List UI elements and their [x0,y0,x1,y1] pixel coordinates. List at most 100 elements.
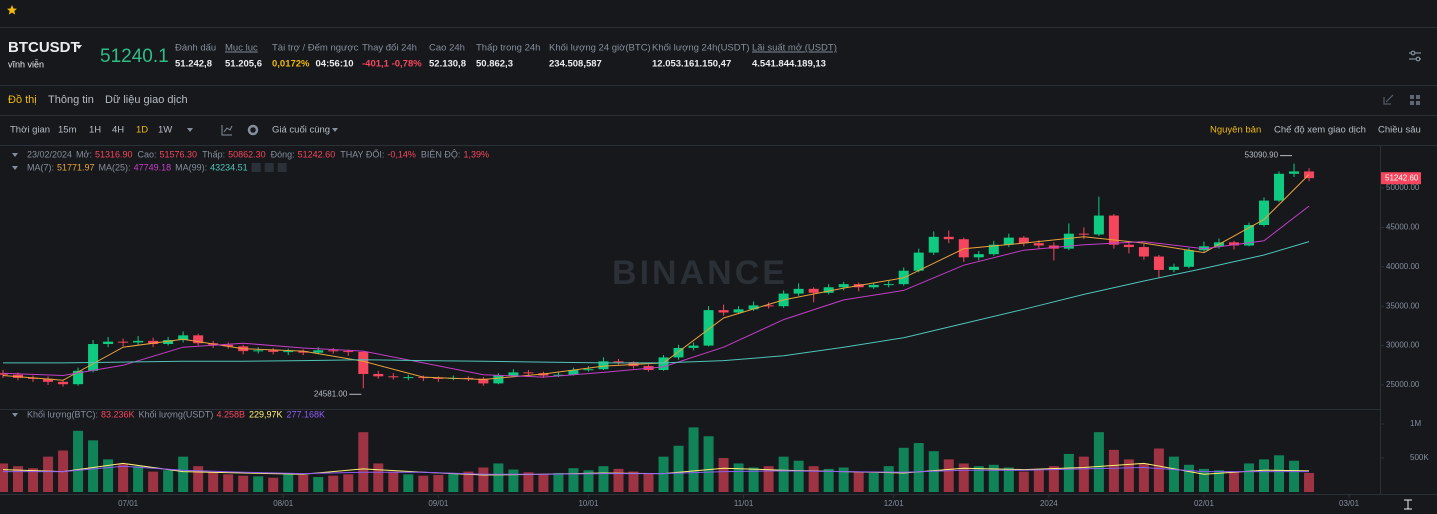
volume-bar [673,445,684,492]
x-tick-label: 07/01 [118,499,139,508]
candle-body [1003,237,1014,245]
fullscreen-icon[interactable] [1383,94,1394,105]
interval-dropdown[interactable] [187,128,193,132]
ma-line [3,465,1309,475]
symbol-dropdown[interactable] [76,45,82,49]
stat-label: Tài trợ / Đếm ngược [272,43,359,54]
volume-bar [1018,471,1029,492]
volume-bar [1048,466,1059,492]
volume-bar [478,467,489,492]
favorite-star[interactable] [7,5,17,15]
volume-bar [793,460,804,492]
legend-button[interactable] [251,163,261,172]
stat-value: 50.862,3 [476,59,513,70]
interval[interactable]: 1W [158,125,172,136]
volume-bar [628,471,639,492]
volume-bar [748,467,759,492]
candle-body [703,310,714,346]
stat-label: Đánh dấu [175,43,216,54]
candle-body [118,341,129,343]
legend-button[interactable] [264,163,274,172]
volume-bar [253,476,264,492]
candle-body [148,340,159,345]
indicator-icon[interactable] [221,125,233,136]
candle-body [988,244,999,255]
candle-body [1123,244,1134,248]
interval[interactable]: 1D [136,125,148,136]
view-mode[interactable]: Nguyên bản [1210,125,1261,136]
y-tick-label: 1M [1410,419,1421,428]
candle-body [268,350,279,352]
cursor-icon[interactable] [1404,499,1412,510]
interval[interactable]: Thời gian [10,125,50,136]
candle-body [838,284,849,288]
interval[interactable]: 4H [112,125,124,136]
volume-bar [718,458,729,492]
candle-body [478,378,489,384]
stat-label: Khối lượng 24 giờ(BTC) [549,43,651,54]
ma-line [2,205,1310,378]
candle-body [88,344,99,371]
view-mode[interactable]: Chiều sâu [1378,125,1421,136]
y-tick-label: 45000.00 [1386,222,1420,231]
candle-body [0,373,8,375]
volume-bar [808,466,819,492]
volume-bar [1123,459,1134,492]
candle-body [1033,243,1044,246]
volume-bar [943,459,954,492]
volume-bar [658,456,669,492]
volume-bar [763,466,774,492]
legend-button[interactable] [277,163,287,172]
view-mode[interactable]: Chế độ xem giao dịch [1274,125,1366,136]
candle-body [328,350,339,352]
volume-bar [1304,472,1315,492]
legend-value: 51576.30 [160,149,198,159]
volume-bar [643,472,654,492]
volume-bar [373,463,384,492]
volume-bar [223,474,234,492]
legend-toggle[interactable] [12,153,18,157]
tab[interactable]: Dữ liệu giao dịch [105,94,188,106]
stat-label: Thay đổi 24h [362,43,417,54]
stat-label: Lãi suất mở (USDT) [752,43,837,54]
candle-body [133,340,144,343]
symbol[interactable]: BTCUSDT [8,39,80,56]
legend-toggle[interactable] [12,413,18,417]
volume-bar [118,463,129,492]
legend-toggle[interactable] [12,166,18,170]
candle-body [808,288,819,293]
volume-bar [448,472,459,492]
interval[interactable]: 1H [89,125,101,136]
volume-bar [568,468,579,492]
tab[interactable]: Thông tin [48,94,94,106]
candle-body [868,284,879,288]
stat-value: 04:56:10 [316,59,354,70]
volume-bar [403,474,414,492]
interval[interactable]: 15m [58,125,77,136]
volume-bar [508,469,519,492]
settings-icon[interactable] [1409,50,1421,62]
stat-value: -401,1 -0,78% [362,59,422,70]
legend-label: THAY ĐỔI: [340,148,384,159]
settings-gear[interactable] [247,124,259,136]
price-type-dropdown[interactable] [332,128,338,132]
legend-value: 83.236K [101,409,135,419]
candle-body [1018,237,1029,244]
volume-bar [208,472,219,492]
volume-bar [1063,453,1074,492]
layout-icon[interactable] [1410,95,1420,105]
volume-bar [388,471,399,492]
candle-body [193,335,204,344]
volume-bar [463,471,474,492]
volume-bar [193,466,204,492]
candle-body [598,361,609,370]
candle-body [688,345,699,348]
volume-bar [688,427,699,492]
candle-body [1183,250,1194,267]
price-type[interactable]: Giá cuối cùng [272,125,330,136]
volume-bar [418,475,429,492]
candle-body [253,350,264,352]
candle-body [973,254,984,258]
tab[interactable]: Đồ thị [8,94,37,106]
candle-body [913,252,924,271]
